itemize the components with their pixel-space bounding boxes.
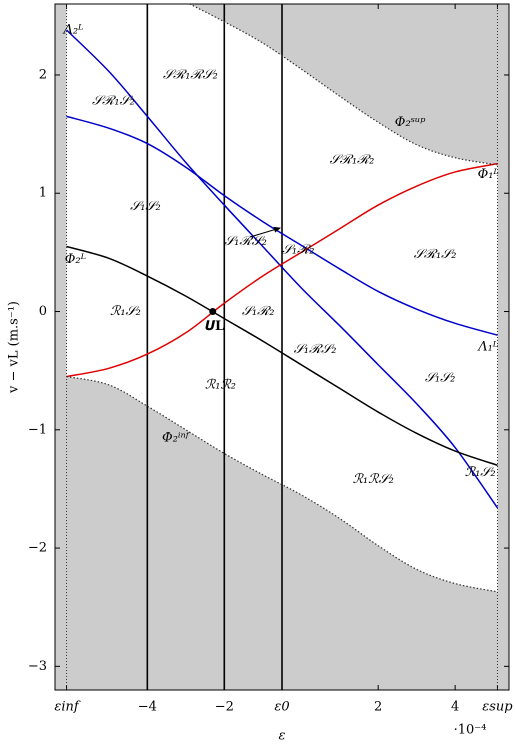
- plot-area: 𝑼L: [55, 3, 509, 690]
- y-tick-label: 1: [39, 186, 47, 201]
- curve: [66, 29, 499, 509]
- plot-frame: [54, 3, 510, 691]
- y-tick-label: −1: [28, 422, 47, 437]
- region-label: 𝒮ℛ₁𝒮₂: [92, 93, 135, 108]
- y-tick-label: −3: [28, 659, 47, 674]
- curve: [66, 245, 498, 466]
- region-label: Λ₁ᴸ: [477, 340, 498, 355]
- curve: [66, 162, 498, 378]
- point-label: 𝑼L: [205, 319, 224, 334]
- y-axis-label: v − vL (m.s⁻¹): [7, 301, 22, 394]
- y-tick-label: 0: [39, 304, 47, 319]
- region-label: Φ₁ᴸ: [478, 167, 499, 182]
- x-tick-label: εinf: [54, 700, 81, 715]
- region-label: 𝒮₁𝒮₂: [425, 370, 456, 385]
- region-label: 𝒮ℛ₁ℛ₂: [330, 153, 375, 168]
- x-multiplier: ·10⁻⁴: [454, 723, 487, 738]
- region-label: Λ₂ᴸ: [62, 23, 83, 38]
- curve: [189, 3, 498, 166]
- region-label: 𝒮₁𝒮₂: [130, 199, 161, 214]
- region-label: ℛ₁ℛ₂: [205, 377, 236, 392]
- region-label: ℛ₁𝒮₂: [465, 465, 496, 480]
- x-tick-label: ε0: [274, 700, 289, 715]
- region-label: ℛ₁ℛ𝒮₂: [353, 472, 394, 487]
- region-label: 𝒮ℛ₁ℛ𝒮₂: [163, 67, 218, 82]
- region-label: Φ₂ⁱⁿᶠ: [162, 431, 191, 446]
- x-axis-label: ε: [279, 729, 286, 744]
- region-label: 𝒮₁ℛ𝒮₂: [294, 342, 337, 357]
- x-tick-label: −4: [138, 700, 157, 715]
- region-label: 𝒮₁ℛ₂: [282, 243, 315, 258]
- annotation-arrow: [249, 226, 281, 238]
- curve: [66, 115, 498, 336]
- region-label: Φ₂ᴸ: [65, 252, 86, 267]
- x-tick-label: εsup: [482, 700, 513, 715]
- y-tick-label: 2: [39, 67, 47, 82]
- point-marker: [209, 308, 217, 316]
- x-tick-label: −2: [215, 700, 234, 715]
- region-label: 𝒮₁ℛ₂: [242, 304, 275, 319]
- region-label: ℛ₁𝒮₂: [110, 304, 141, 319]
- x-tick-label: 2: [374, 700, 382, 715]
- x-tick-label: 4: [451, 700, 459, 715]
- region-label: Φ₂ˢᵘᵖ: [395, 115, 426, 130]
- region-label: 𝒮ℛ₁𝒮₂: [414, 247, 457, 262]
- region-label: 𝒮₁ℛ𝒮₂: [224, 234, 267, 249]
- y-tick-label: −2: [28, 541, 47, 556]
